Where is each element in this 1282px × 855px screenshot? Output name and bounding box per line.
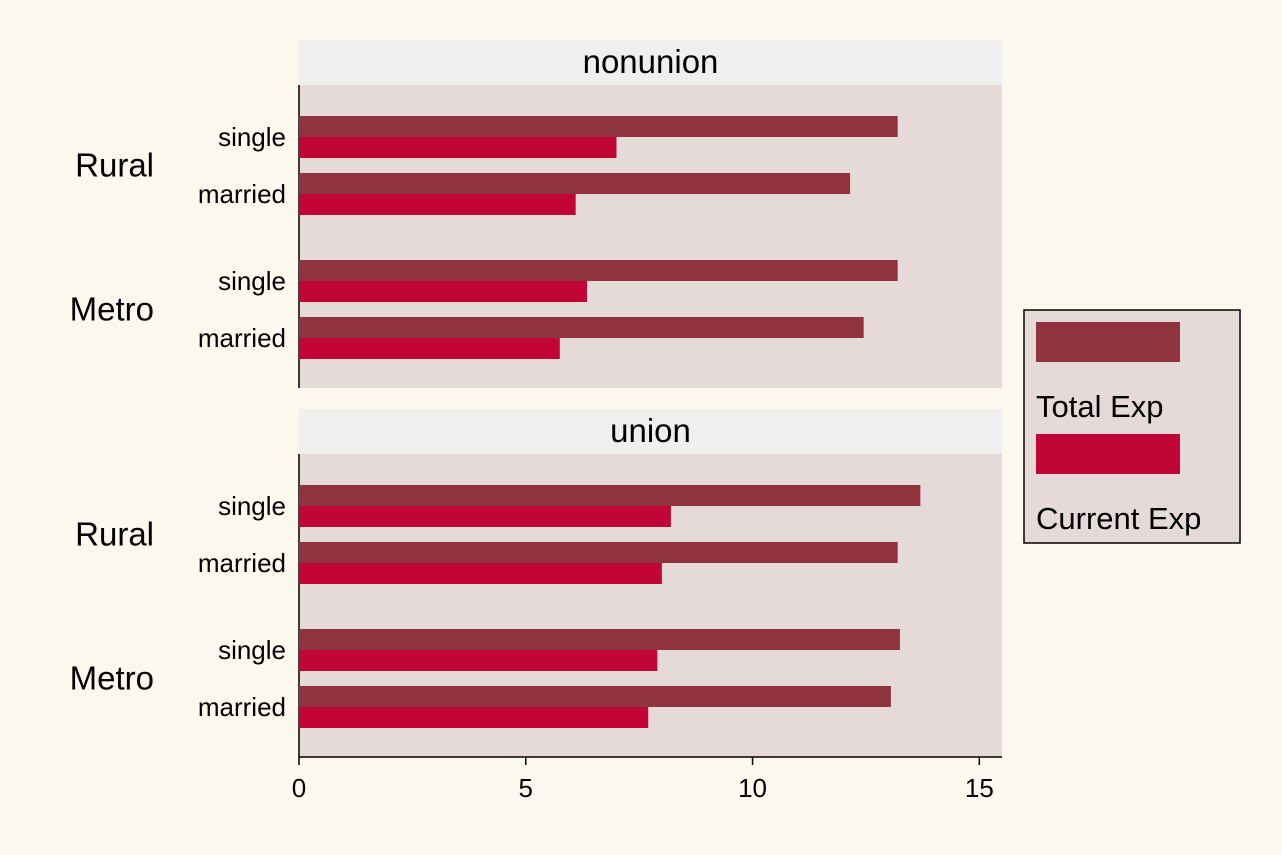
legend-swatch [1036,322,1180,362]
group-label: Metro [70,660,154,697]
row-label: married [198,692,286,722]
panel-title: nonunion [583,43,719,80]
row-label: married [198,548,286,578]
bar-current-exp [299,506,671,527]
bar-total-exp [299,542,898,563]
bar-current-exp [299,338,560,359]
panel-strip [299,40,1002,85]
legend-swatch [1036,434,1180,474]
bar-total-exp [299,260,898,281]
row-label: married [198,323,286,353]
row-label: single [218,635,286,665]
row-label: single [218,122,286,152]
x-tick-label: 5 [519,773,533,803]
panel-title: union [610,412,691,449]
row-label: single [218,491,286,521]
bar-current-exp [299,137,617,158]
group-label: Metro [70,291,154,328]
bar-current-exp [299,707,649,728]
bar-current-exp [299,650,658,671]
bar-current-exp [299,563,662,584]
row-label: married [198,179,286,209]
bar-total-exp [299,116,898,137]
x-tick-label: 0 [292,773,306,803]
bar-current-exp [299,194,576,215]
legend-label: Total Exp [1036,389,1164,424]
x-tick-label: 15 [965,773,994,803]
bar-total-exp [299,686,891,707]
panel-strip [299,409,1002,454]
bar-current-exp [299,281,588,302]
group-label: Rural [75,147,154,184]
group-label: Rural [75,516,154,553]
bar-total-exp [299,629,900,650]
legend-label: Current Exp [1036,501,1201,536]
bar-total-exp [299,485,921,506]
bar-total-exp [299,173,851,194]
row-label: single [218,266,286,296]
x-tick-label: 10 [738,773,767,803]
bar-total-exp [299,317,864,338]
